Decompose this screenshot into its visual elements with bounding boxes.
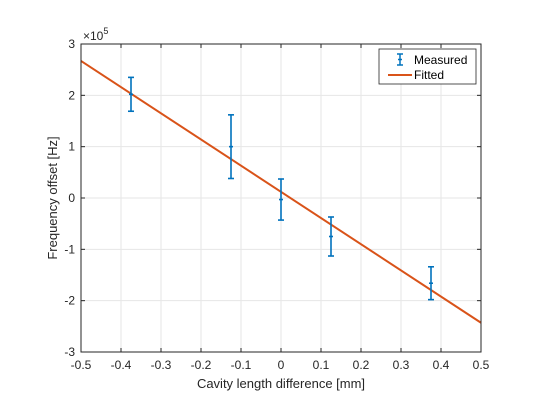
x-tick-label: 0.4: [433, 358, 450, 372]
y-tick-label: 3: [68, 37, 75, 51]
x-tick-label: -0.3: [151, 358, 172, 372]
data-layer: [128, 76, 434, 301]
legend-box: [378, 48, 477, 85]
y-axis-label: Frequency offset [Hz]: [45, 136, 60, 259]
y-tick-label: -3: [64, 345, 75, 359]
y-exponent-base: ×10: [83, 29, 104, 43]
measured-point: [428, 265, 434, 301]
measured-point: [278, 178, 284, 221]
y-exponent-power: 5: [103, 26, 108, 36]
legend-fitted-label: Fitted: [414, 68, 444, 82]
legend: Measured Fitted: [378, 48, 477, 85]
x-tick-label: -0.4: [111, 358, 132, 372]
measured-point: [328, 216, 334, 257]
x-tick-label: -0.2: [191, 358, 212, 372]
ticks: [80, 43, 482, 353]
x-tick-label: -0.5: [71, 358, 92, 372]
y-tick-label: 0: [68, 191, 75, 205]
measured-point: [228, 114, 234, 180]
x-tick-label: 0.5: [473, 358, 490, 372]
x-tick-label: 0: [278, 358, 285, 372]
y-tick-label: -2: [64, 294, 75, 308]
y-tick-label: 2: [68, 88, 75, 102]
x-tick-label: 0.3: [393, 358, 410, 372]
tick-labels: -0.5 -0.4 -0.3 -0.2 -0.1 0 0.1 0.2 0.3 0.4 0.5 -3 -2…: [64, 37, 489, 372]
legend-measured-label: Measured: [414, 53, 467, 67]
x-tick-label: -0.1: [231, 358, 252, 372]
y-tick-label: -1: [64, 242, 75, 256]
measured-point: [128, 76, 134, 113]
y-tick-label: 1: [68, 140, 75, 154]
x-tick-label: 0.1: [313, 358, 330, 372]
y-exponent-label: ×105: [83, 26, 108, 43]
x-tick-label: 0.2: [353, 358, 370, 372]
x-axis-label: Cavity length difference [mm]: [197, 376, 365, 391]
legend-measured-marker: [397, 53, 403, 66]
